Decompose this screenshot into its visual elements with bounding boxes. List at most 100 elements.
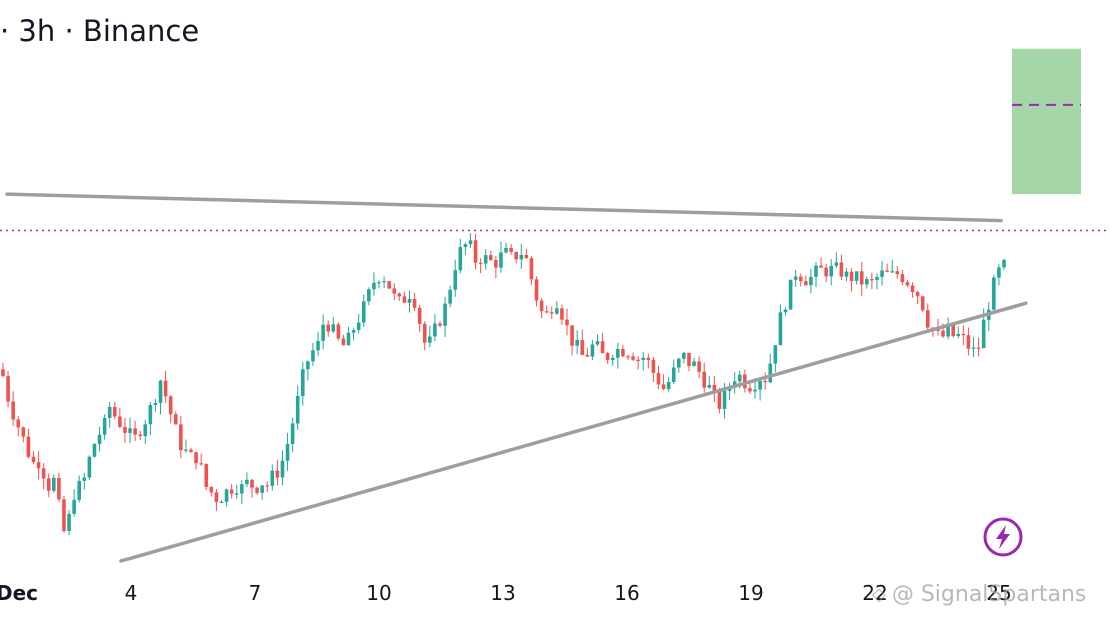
candle-body (351, 329, 356, 333)
candle-body (687, 352, 691, 367)
candle-body (697, 361, 701, 372)
candle-body (621, 348, 625, 357)
chevron-diamond-icon: ◇ (872, 584, 886, 605)
candle-body (661, 384, 666, 390)
candle-body (331, 324, 336, 332)
candle-body (636, 359, 640, 361)
candle-body (438, 323, 442, 326)
candle-body (519, 255, 524, 260)
candle-body (748, 388, 752, 392)
candle-body (763, 380, 767, 383)
candle-body (184, 449, 188, 451)
candle-body (57, 477, 61, 500)
candle-body (804, 281, 808, 286)
candle-body (875, 276, 879, 280)
candle-body (128, 428, 132, 433)
candle-body (92, 444, 97, 457)
candle-body (417, 307, 422, 324)
candle-body (616, 348, 620, 358)
candle-body (524, 255, 529, 259)
candle-body (214, 492, 219, 502)
candle-body (87, 456, 92, 478)
candle-body (514, 251, 519, 260)
x-tick-label: 4 (125, 581, 138, 605)
candle-body (275, 470, 280, 478)
candle-body (865, 279, 869, 285)
candle-body (382, 281, 386, 283)
candle-body (819, 265, 823, 268)
candle-body (290, 423, 295, 445)
candle-body (915, 291, 920, 297)
candle-body (925, 310, 930, 328)
candle-body (494, 260, 498, 268)
candle-body (483, 255, 488, 264)
x-tick-label: 16 (614, 581, 639, 605)
candle-body (11, 401, 15, 420)
candle-body (31, 456, 36, 463)
candle-body (448, 289, 452, 304)
target-zone-box (1012, 48, 1081, 195)
candle-body (743, 374, 747, 389)
candle-body (824, 267, 828, 277)
candle-body (209, 486, 214, 493)
candle-body (951, 323, 955, 337)
candle-body (600, 341, 605, 354)
candle-body (341, 338, 346, 346)
candle-body (768, 363, 773, 383)
candle-body (189, 449, 193, 453)
candle-body (758, 380, 762, 390)
target-zone[interactable] (1012, 48, 1081, 195)
candle-body (112, 406, 117, 417)
watermark: ◇ @ SignalSpartans (872, 582, 1086, 607)
candle-body (544, 311, 549, 313)
candle-body (153, 402, 158, 405)
candle-body (295, 395, 300, 424)
candle-body (346, 332, 351, 346)
candle-body (77, 480, 82, 500)
candle-body (549, 312, 554, 314)
candle-body (610, 357, 615, 360)
candle-body (16, 419, 21, 428)
candle-body (316, 340, 320, 351)
candle-body (941, 330, 945, 337)
candle-body (844, 271, 849, 277)
candle-body (560, 308, 564, 320)
candle-body (234, 493, 239, 495)
candle-body (920, 296, 925, 311)
candle-body (712, 384, 717, 392)
candle-body (834, 262, 839, 266)
candle-body (646, 357, 651, 360)
candle-body (422, 323, 427, 343)
x-tick-label: 7 (249, 581, 262, 605)
x-tick-label: 13 (490, 581, 515, 605)
candle-body (737, 374, 742, 382)
candle-body (453, 270, 458, 290)
candle-body (36, 462, 41, 469)
candle-body (717, 391, 722, 409)
candle-body (372, 282, 376, 290)
candle-body (849, 271, 854, 281)
candle-body (412, 299, 417, 308)
candle-body (163, 380, 168, 397)
chart-title: · 3h · Binance (0, 14, 200, 48)
candle-body (707, 384, 712, 388)
trendlines[interactable] (0, 192, 1109, 563)
candle-body (499, 252, 503, 268)
candle-body (321, 324, 325, 341)
candle-body (468, 240, 473, 245)
candle-body (839, 262, 844, 277)
candle-body (336, 324, 341, 339)
candle-body (270, 470, 275, 486)
lightning-bolt-icon[interactable] (983, 517, 1023, 557)
candle-body (575, 340, 579, 346)
candle-body (118, 416, 122, 427)
candle-body (245, 479, 249, 485)
candle-body (367, 289, 371, 302)
candle-body (260, 485, 264, 493)
candle-body (788, 279, 793, 310)
candle-body (463, 244, 468, 247)
candle-body (936, 329, 940, 332)
candle-body (595, 341, 600, 345)
candle-body (428, 336, 432, 343)
